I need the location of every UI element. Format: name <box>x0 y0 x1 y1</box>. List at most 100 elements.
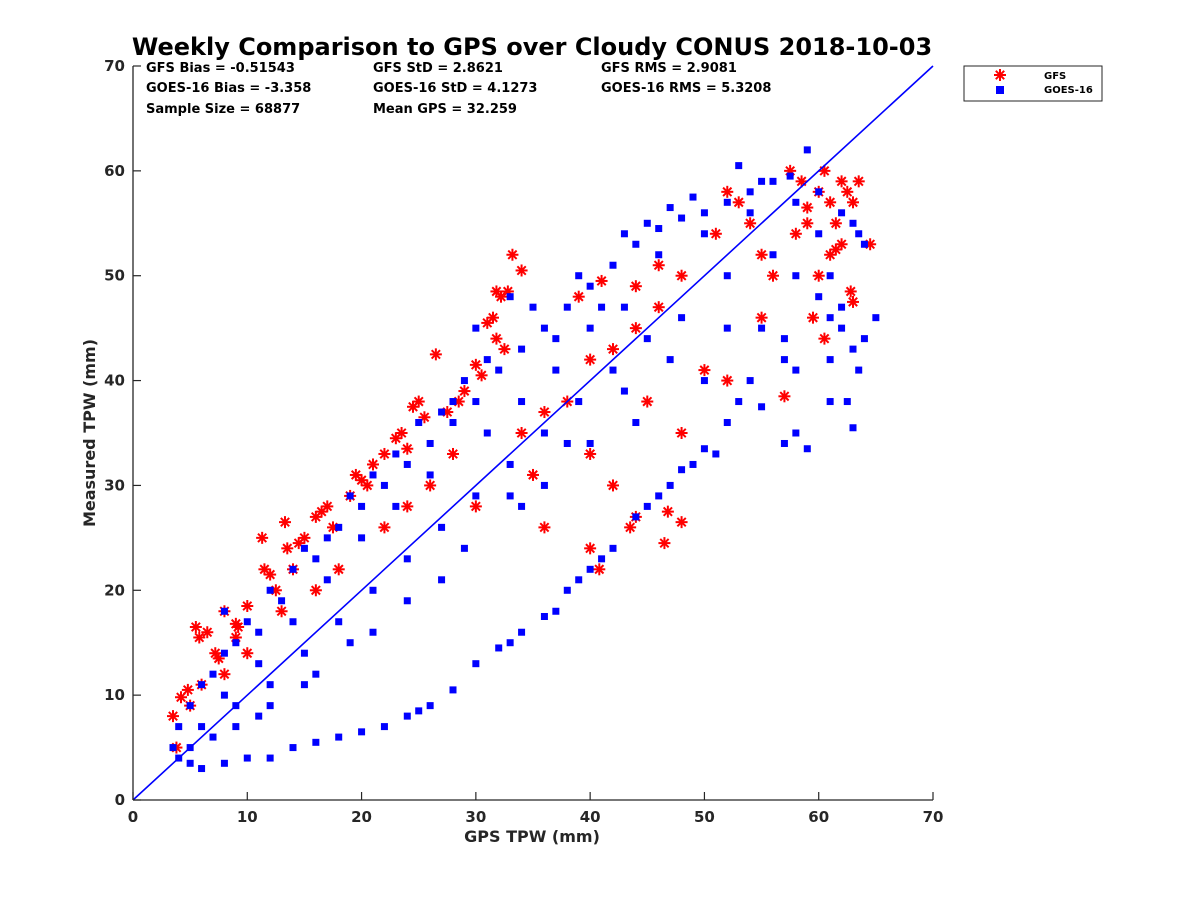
gfs-point <box>495 290 507 303</box>
goes16-point <box>506 293 514 301</box>
goes16-point <box>426 471 434 479</box>
gfs-point <box>218 668 231 681</box>
x-ticks: 0 10 20 30 40 50 60 70 <box>128 792 944 826</box>
gfs-point <box>658 537 671 550</box>
goes16-point <box>266 681 274 689</box>
goes16-point <box>403 460 411 468</box>
goes16-point <box>518 398 526 406</box>
gfs-point <box>607 343 619 356</box>
goes16-point <box>872 314 880 322</box>
gfs-point <box>281 542 294 555</box>
goes16-point <box>855 230 863 238</box>
gfs-point <box>490 332 503 345</box>
gfs-point <box>378 447 391 460</box>
gfs-point <box>778 390 791 403</box>
gfs-point <box>332 563 345 576</box>
gfs-point <box>181 683 194 696</box>
series-goes-16 <box>169 146 880 773</box>
goes16-point <box>632 240 640 248</box>
goes16-point <box>323 534 331 542</box>
y-tick-label: 20 <box>104 581 125 599</box>
goes16-point <box>849 424 857 432</box>
goes16-point <box>255 660 263 668</box>
y-tick-label: 30 <box>104 476 125 494</box>
gfs-point <box>807 311 819 324</box>
goes16-point <box>609 544 617 552</box>
y-tick-label: 10 <box>104 686 125 704</box>
x-tick-label: 30 <box>465 808 486 826</box>
goes16-point <box>838 209 846 217</box>
legend: GFS GOES-16 <box>963 65 1103 102</box>
y-tick-label: 70 <box>104 57 125 75</box>
goes16-point <box>826 314 834 322</box>
goes16-point <box>358 502 366 510</box>
gfs-point <box>538 521 551 534</box>
stats-block: GFS Bias = -0.51543 GFS StD = 2.8621 GFS… <box>146 61 771 117</box>
goes16-point <box>758 324 766 332</box>
goes16-point <box>358 728 366 736</box>
gfs-point <box>361 479 374 492</box>
goes16-point <box>220 607 228 615</box>
gfs-point <box>801 201 814 214</box>
goes16-point <box>175 723 183 731</box>
goes16-point <box>843 398 851 406</box>
x-tick-label: 70 <box>923 808 944 826</box>
goes16-point <box>369 471 377 479</box>
goes16-point <box>620 387 628 395</box>
gfs-point <box>755 311 768 324</box>
goes16-point <box>552 366 560 374</box>
gfs-point <box>824 196 837 209</box>
gfs-point <box>767 269 779 282</box>
goes16-point <box>643 335 651 343</box>
goes16-point <box>735 398 743 406</box>
goes16-point <box>826 272 834 280</box>
x-tick-label: 50 <box>694 808 715 826</box>
goes16-point <box>426 702 434 710</box>
goes16-point <box>220 649 228 657</box>
y-axis-label: Measured TPW (mm) <box>80 339 99 527</box>
goes16-point <box>586 565 594 573</box>
gfs-point <box>241 600 254 613</box>
gfs-point <box>584 447 597 460</box>
gfs-point <box>401 500 414 513</box>
gfs-point <box>469 358 482 371</box>
goes16-point <box>632 513 640 521</box>
goes16-point <box>792 429 800 437</box>
gfs-point <box>675 269 688 282</box>
x-tick-label: 10 <box>237 808 258 826</box>
gfs-point <box>629 280 642 293</box>
goes16-point <box>380 723 388 731</box>
goes16-point <box>289 618 297 626</box>
goes16-point <box>495 644 503 652</box>
goes16-point <box>243 754 251 762</box>
y-ticks: 0 10 20 30 40 50 60 70 <box>104 57 141 809</box>
goes16-point <box>678 466 686 474</box>
goes16-point <box>380 481 388 489</box>
gfs-point <box>572 290 585 303</box>
goes16-point <box>563 586 571 594</box>
goes16-point <box>700 445 708 453</box>
reference-line <box>132 65 934 801</box>
goes16-point <box>312 738 320 746</box>
goes16-point <box>723 419 731 427</box>
legend-item-gfs: GFS <box>994 69 1066 82</box>
goes16-point <box>655 492 663 500</box>
goes16-point <box>769 251 777 259</box>
goes16-point <box>220 759 228 767</box>
goes16-point <box>278 597 286 605</box>
gfs-point <box>584 353 597 366</box>
goes16-point <box>438 576 446 584</box>
gfs-point <box>744 217 757 230</box>
goes16-point <box>540 324 548 332</box>
goes16-point <box>666 356 674 364</box>
goes16-point <box>232 639 240 647</box>
goes16-point <box>335 733 343 741</box>
goes16-point <box>746 377 754 385</box>
gfs-point <box>424 479 437 492</box>
goes16-point <box>312 670 320 678</box>
goes16-point <box>346 492 354 500</box>
gfs-point <box>732 196 745 209</box>
legend-label-goes16: GOES-16 <box>1044 85 1093 96</box>
gfs-point <box>378 521 391 534</box>
gfs-point <box>847 295 859 308</box>
